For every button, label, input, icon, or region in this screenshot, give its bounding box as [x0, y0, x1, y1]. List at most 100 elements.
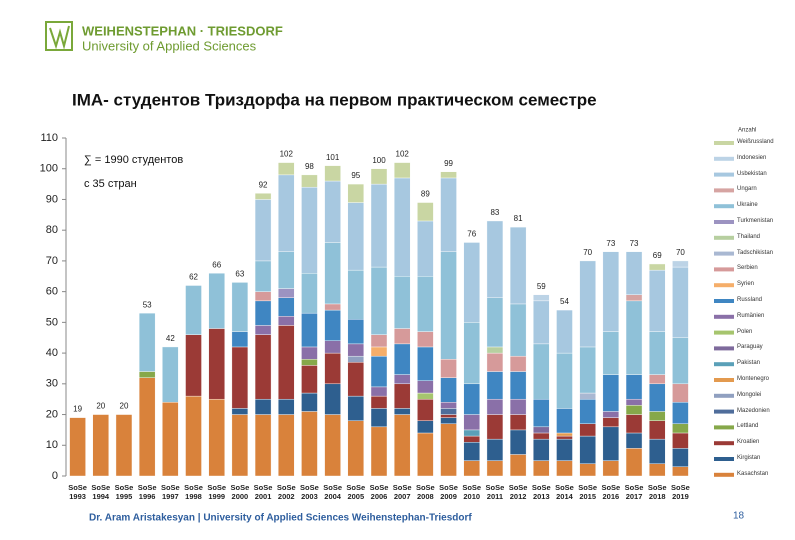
legend-swatch: [714, 378, 734, 382]
legend-swatch: [714, 330, 734, 335]
legend-swatch: [714, 409, 734, 414]
total-label: 69: [653, 251, 662, 260]
bar-segment: [486, 352, 504, 372]
y-tick-label: 80: [46, 224, 58, 236]
total-label: 20: [120, 402, 129, 411]
legend-swatch: [714, 314, 734, 319]
x-tick-label: SoSe 2010: [462, 483, 482, 501]
bar-segment: [254, 260, 272, 292]
legend-label: Ungarn: [737, 186, 757, 193]
legend-label: Thailand: [737, 233, 761, 240]
bar-segment: [440, 417, 457, 424]
bar-segment: [370, 355, 388, 388]
bar-segment: [254, 291, 272, 302]
legend-swatch: [714, 220, 734, 224]
bar-segment: [463, 435, 480, 443]
bar-segment: [162, 346, 179, 403]
bar-segment: [440, 359, 457, 378]
bar-segment: [602, 251, 620, 332]
legend-label: Russland: [737, 297, 763, 303]
bar-segment: [579, 398, 596, 424]
bar-segment: [486, 220, 504, 298]
bar-segment: [347, 395, 365, 421]
bar-segment: [370, 183, 388, 268]
bar-segment: [393, 343, 411, 375]
bar-segment: [278, 162, 295, 176]
x-tick-label: SoSe 2019: [671, 483, 690, 501]
logo-subtitle: University of Applied Sciences: [82, 38, 257, 53]
bar-segment: [625, 398, 643, 406]
chart-title: IMA- студентов Триздорфа на первом практ…: [72, 90, 597, 109]
bar-segment: [556, 460, 573, 477]
x-tick-label: SoSe 2017: [624, 483, 644, 501]
total-label: 76: [467, 230, 476, 239]
bar-segment: [463, 414, 480, 431]
legend-swatch: [714, 204, 734, 209]
bar-segment: [579, 392, 596, 400]
bar-segment: [393, 276, 411, 329]
bar-segment: [69, 417, 86, 477]
bar-segment: [625, 414, 643, 434]
bar-segment: [672, 448, 689, 467]
bar-segment: [347, 183, 365, 203]
legend-swatch: [714, 441, 734, 446]
total-label: 99: [444, 159, 453, 168]
x-tick-label: SoSe 1996: [137, 483, 157, 501]
y-tick-label: 50: [46, 316, 58, 328]
bar-segment: [672, 266, 689, 338]
total-label: 70: [676, 248, 685, 257]
bar-segment: [440, 177, 457, 252]
annotation: с 35 стран: [84, 178, 137, 190]
legend-label: Ukraine: [737, 202, 758, 209]
bar-segment: [672, 260, 689, 268]
bar-segment: [417, 202, 434, 222]
x-tick-label: SoSe 2008: [415, 483, 435, 501]
bar-segment: [556, 408, 573, 434]
bar-segment: [579, 260, 596, 348]
y-tick-label: 110: [40, 132, 58, 144]
total-label: 102: [396, 150, 410, 159]
x-tick-label: SoSe 2004: [323, 483, 342, 501]
bar-segment: [672, 466, 689, 477]
total-label: 42: [166, 334, 175, 343]
bar-segment: [625, 432, 643, 449]
y-tick-label: 90: [46, 193, 58, 205]
x-tick-label: SoSe 1995: [114, 483, 134, 501]
x-tick-label: SoSe 1997: [160, 483, 180, 501]
bar-segment: [486, 346, 504, 354]
bar-segment: [370, 168, 388, 185]
x-tick-label: SoSe 2011: [485, 483, 505, 501]
bar-segment: [625, 300, 643, 375]
bar-segment: [533, 300, 550, 345]
bar-segment: [324, 242, 341, 305]
bar-segment: [463, 442, 480, 461]
bar-segment: [417, 380, 434, 394]
bar-segment: [625, 374, 643, 400]
total-label: 83: [490, 208, 499, 217]
bar-segment: [556, 309, 573, 354]
bar-segment: [486, 460, 504, 477]
total-label: 62: [189, 273, 198, 282]
total-label: 53: [143, 300, 152, 309]
bar-segment: [509, 371, 527, 400]
bar-segment: [533, 426, 550, 434]
legend-swatch: [714, 156, 734, 161]
footer-author: Dr. Aram Aristakesyan | University of Ap…: [89, 513, 472, 524]
bar-segment: [347, 343, 365, 357]
bar-segment: [278, 398, 295, 415]
bar-segment: [138, 371, 156, 378]
bar-segment: [347, 362, 365, 397]
legend-label: Tadschikistan: [737, 249, 774, 256]
bar-segment: [393, 383, 411, 409]
bar-segment: [301, 174, 318, 188]
bar-segment: [231, 408, 249, 415]
legend-swatch: [714, 172, 734, 177]
bar-segment: [301, 411, 318, 477]
bar-segment: [509, 398, 527, 415]
total-label: 92: [259, 180, 268, 189]
bar-segment: [301, 359, 318, 366]
bar-segment: [393, 408, 411, 415]
bar-segment: [393, 414, 411, 477]
total-label: 73: [606, 239, 615, 248]
bar-segment: [649, 269, 666, 332]
